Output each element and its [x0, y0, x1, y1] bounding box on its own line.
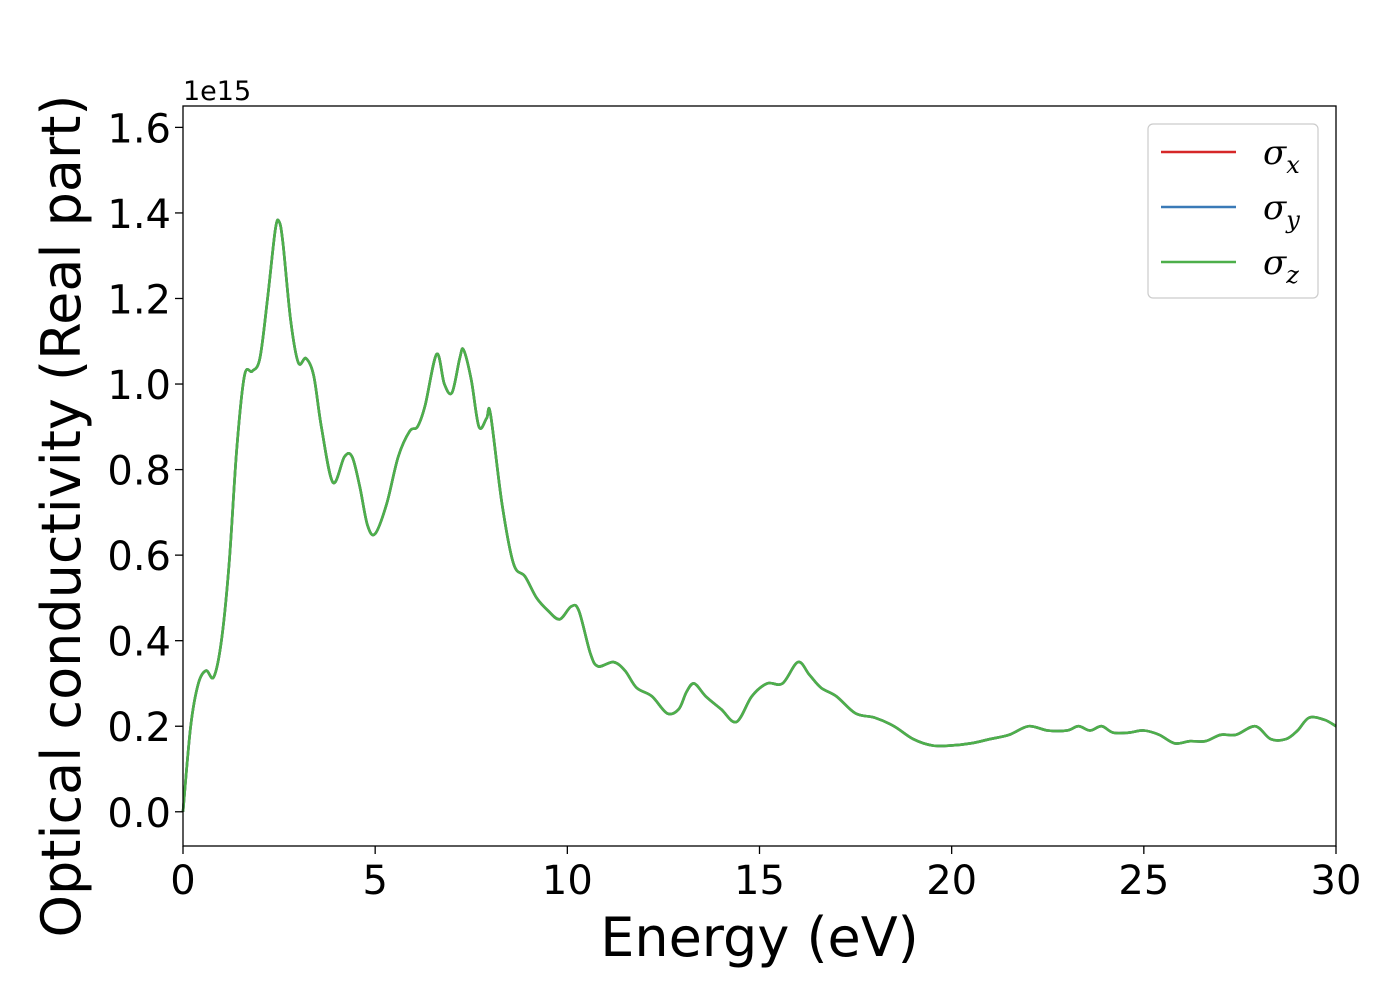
y-tick-label: 1.0: [107, 363, 171, 409]
y-axis-ticks: 0.0 0.2 0.4 0.6 0.8 1.0 1.2 1.4 1.6: [107, 106, 183, 837]
y-tick-label: 0.6: [107, 534, 171, 580]
legend-label-symbol: σ: [1263, 243, 1287, 283]
x-tick-label: 20: [926, 858, 977, 904]
legend-label-subscript: x: [1286, 151, 1300, 179]
series-layer: [181, 218, 1337, 812]
legend-label-subscript: y: [1285, 206, 1300, 234]
y-tick-label: 0.4: [107, 620, 171, 666]
legend-label-symbol: σ: [1263, 188, 1287, 228]
x-tick-label: 30: [1311, 858, 1362, 904]
legend-label: σy: [1263, 188, 1300, 234]
x-tick-label: 0: [170, 858, 195, 904]
y-tick-label: 0.8: [107, 449, 171, 495]
y-tick-label: 1.4: [107, 192, 171, 238]
x-tick-label: 5: [362, 858, 387, 904]
x-tick-label: 25: [1118, 858, 1169, 904]
legend-box: [1147, 123, 1319, 299]
legend-label-symbol: σ: [1263, 133, 1287, 173]
y-tick-label: 1.2: [107, 277, 171, 323]
x-tick-label: 15: [734, 858, 785, 904]
legend-label: σz: [1263, 243, 1299, 289]
y-axis-offset-label: 1e15: [183, 76, 251, 107]
x-axis-ticks: 0 5 10 15 20 25 30: [170, 846, 1361, 904]
series-line-σz: [181, 218, 1337, 812]
y-tick-label: 0.2: [107, 705, 171, 751]
legend-label: σx: [1263, 133, 1300, 179]
x-axis-title: Energy (eV): [600, 906, 919, 969]
legend-label-subscript: z: [1285, 261, 1299, 289]
y-tick-label: 0.0: [107, 791, 171, 837]
y-axis-title: Optical conductivity (Real part): [30, 95, 93, 938]
x-tick-label: 10: [542, 858, 593, 904]
y-tick-label: 1.6: [107, 106, 171, 152]
